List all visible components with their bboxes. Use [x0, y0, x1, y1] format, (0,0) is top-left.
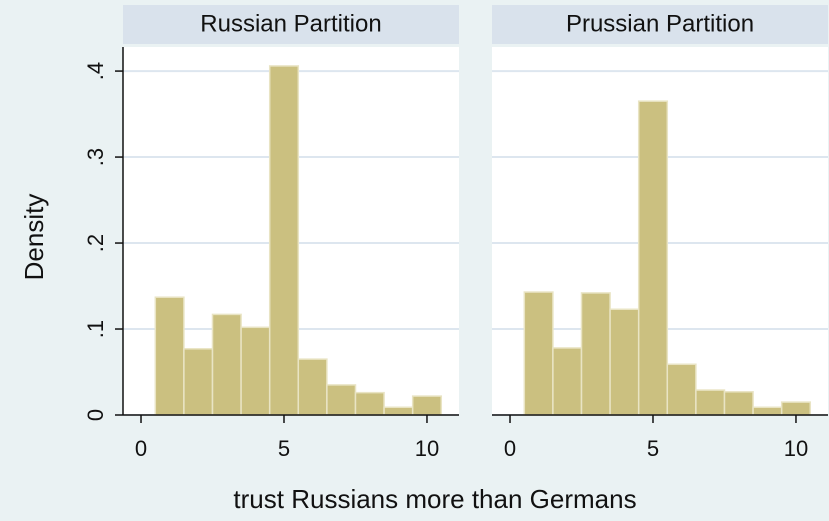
bar	[580, 292, 611, 416]
bar	[637, 100, 669, 416]
bar	[609, 308, 640, 416]
panel-header	[123, 5, 459, 44]
bar	[523, 291, 554, 416]
bar	[326, 384, 357, 416]
bar	[411, 395, 443, 416]
y-tick-label: .2	[83, 234, 108, 252]
panel-header	[492, 5, 828, 44]
bar	[354, 391, 385, 416]
bar	[240, 326, 271, 416]
x-axis-label: trust Russians more than Germans	[233, 484, 636, 514]
x-tick-label: 10	[784, 436, 808, 461]
panel-title: Russian Partition	[200, 10, 381, 37]
x-tick-label: 5	[278, 436, 290, 461]
x-tick-label: 0	[135, 436, 147, 461]
bar	[666, 363, 697, 416]
y-tick-label: .3	[83, 148, 108, 166]
x-tick-label: 5	[647, 436, 659, 461]
y-tick-label: 0	[83, 409, 108, 421]
bar	[780, 401, 812, 416]
x-tick-label: 0	[504, 436, 516, 461]
bar	[297, 358, 328, 416]
bar	[154, 296, 185, 416]
bar	[695, 389, 726, 416]
panel-title: Prussian Partition	[566, 10, 754, 37]
bar	[752, 406, 783, 416]
bar	[383, 406, 414, 416]
bar	[552, 347, 583, 416]
y-tick-label: .1	[83, 320, 108, 338]
bar	[268, 65, 300, 416]
bar	[211, 313, 242, 416]
y-axis-label: Density	[19, 194, 49, 281]
x-tick-label: 10	[415, 436, 439, 461]
y-tick-label: .4	[83, 62, 108, 80]
bar	[723, 391, 754, 416]
bar	[183, 348, 214, 416]
